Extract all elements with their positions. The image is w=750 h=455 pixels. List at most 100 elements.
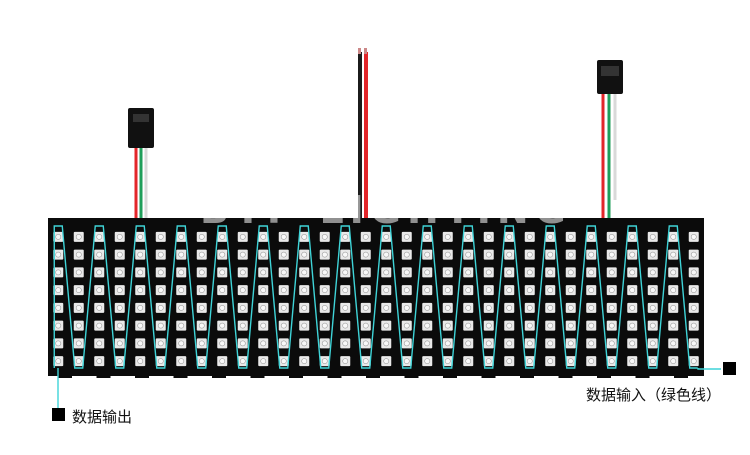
led-matrix-panel [48,218,704,378]
pcb-tab [250,372,265,378]
led-lens [649,358,656,365]
pcb-tab [366,372,380,378]
led-lens [260,340,267,347]
led-lens [321,287,328,294]
input-trace-lead [697,368,721,370]
led-lens [301,269,308,276]
led-lens [526,358,533,365]
led-lens [55,358,62,365]
led-lens [178,251,185,258]
led-lens [55,287,62,294]
led-lens [403,251,410,258]
led-lens [96,304,103,311]
led-lens [629,251,636,258]
led-lens [424,304,431,311]
led-lens [424,358,431,365]
led-lens [239,304,246,311]
middle-wire-tip [358,48,361,54]
led-lens [362,340,369,347]
led-lens [649,340,656,347]
led-lens [280,287,287,294]
led-lens [96,251,103,258]
pcb-tab [173,372,188,378]
led-lens [506,304,513,311]
led-lens [588,233,595,240]
led-lens [526,287,533,294]
led-lens [301,358,308,365]
led-lens [362,304,369,311]
led-lens [321,269,328,276]
led-lens [670,304,677,311]
led-lens [608,322,615,329]
led-lens [260,269,267,276]
led-lens [608,233,615,240]
led-lens [301,251,308,258]
led-lens [403,304,410,311]
led-lens [567,322,574,329]
pcb-tab [212,372,226,378]
led-lens [301,287,308,294]
led-lens [137,251,144,258]
led-lens [690,322,697,329]
led-lens [670,251,677,258]
led-lens [588,287,595,294]
led-lens [465,340,472,347]
led-lens [444,233,451,240]
led-lens [567,269,574,276]
led-lens [137,269,144,276]
middle-wire-tip [364,48,367,54]
led-lens [198,340,205,347]
led-lens [547,304,554,311]
led-lens [526,322,533,329]
led-lens [301,304,308,311]
led-lens [383,233,390,240]
led-lens [403,340,410,347]
led-lens [301,322,308,329]
led-lens [96,269,103,276]
led-lens [567,233,574,240]
led-lens [239,233,246,240]
led-lens [526,233,533,240]
wires-group [128,48,623,218]
led-lens [506,251,513,258]
led-lens [588,304,595,311]
led-lens [403,269,410,276]
led-lens [424,269,431,276]
led-lens [178,340,185,347]
led-lens [239,269,246,276]
led-lens [219,287,226,294]
led-lens [178,322,185,329]
led-lens [178,304,185,311]
led-lens [547,287,554,294]
led-lens [157,340,164,347]
led-lens [178,287,185,294]
left-connector-latch [133,114,149,122]
led-lens [588,251,595,258]
pcb-tab [289,372,303,378]
led-lens [670,358,677,365]
led-lens [526,269,533,276]
led-lens [260,322,267,329]
led-lens [280,340,287,347]
led-lens [96,340,103,347]
led-lens [157,358,164,365]
led-lens [588,358,595,365]
input-marker-icon [723,362,736,375]
led-lens [670,340,677,347]
led-lens [321,233,328,240]
led-lens [219,340,226,347]
led-lens [383,251,390,258]
led-lens [608,251,615,258]
led-lens [198,233,205,240]
led-lens [444,251,451,258]
led-lens [649,322,656,329]
led-lens [485,358,492,365]
led-lens [219,233,226,240]
led-lens [629,269,636,276]
led-lens [547,322,554,329]
led-lens [383,322,390,329]
led-lens [362,322,369,329]
right-connector-latch [601,66,619,76]
led-lens [116,233,123,240]
led-lens [137,287,144,294]
